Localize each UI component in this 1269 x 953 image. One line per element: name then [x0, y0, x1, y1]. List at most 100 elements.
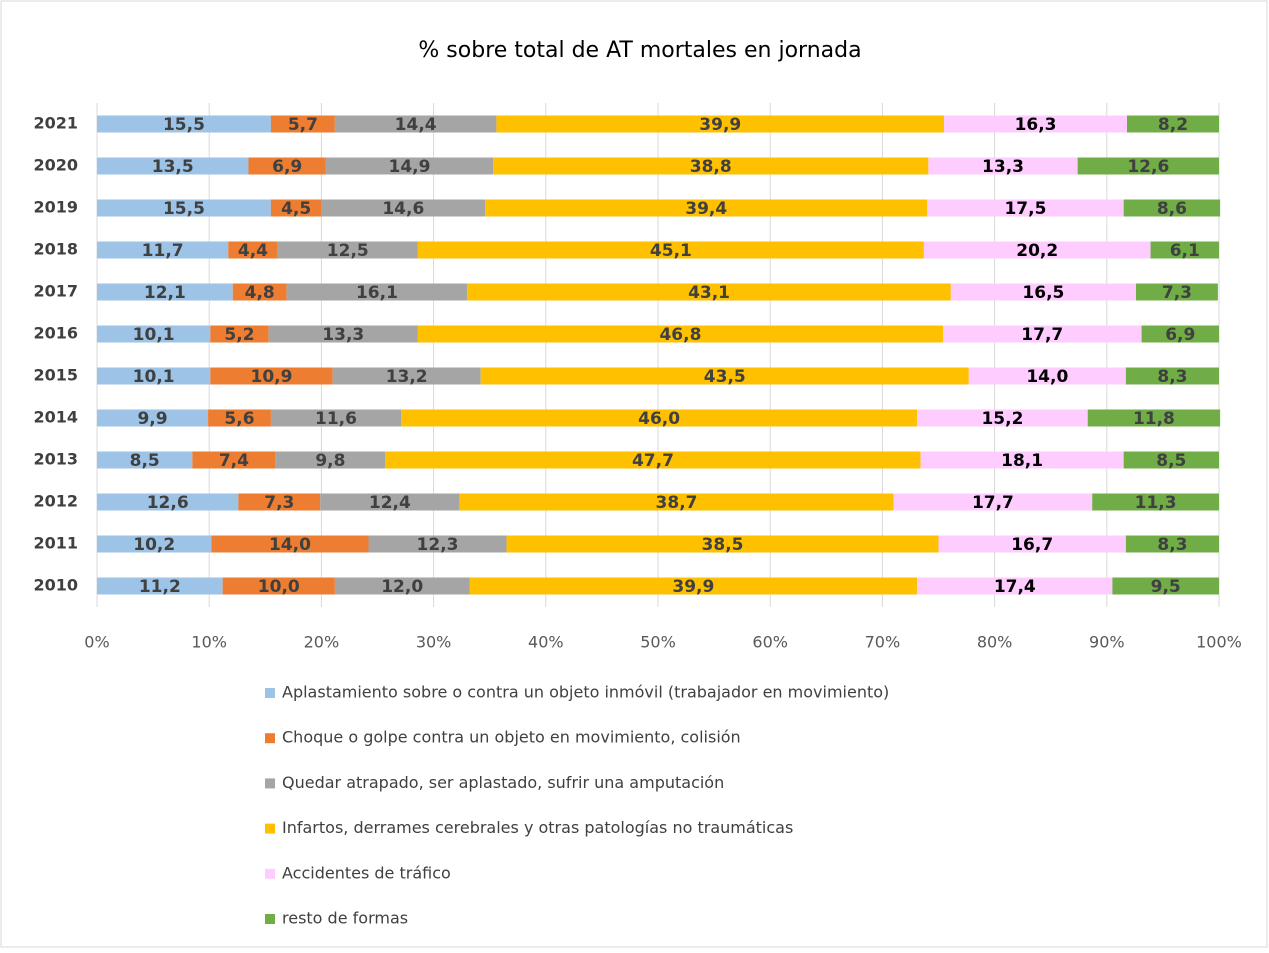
bar-segment	[485, 199, 928, 217]
data-label: 16,1	[356, 283, 398, 303]
data-label: 4,4	[238, 241, 268, 261]
bar-segment	[459, 493, 894, 511]
bar-segment	[334, 577, 470, 595]
bar-segment	[97, 283, 233, 301]
y-tick-label: 2018	[33, 240, 78, 259]
data-label: 14,0	[269, 535, 311, 555]
bar-segment	[944, 115, 1127, 133]
data-label: 14,4	[395, 115, 437, 135]
bar-segment	[1123, 199, 1221, 217]
bar-segment	[385, 451, 921, 469]
y-tick-label: 2011	[33, 534, 78, 553]
data-label: 7,4	[219, 451, 249, 471]
bar-segment	[97, 157, 249, 175]
bar-segment	[320, 493, 460, 511]
data-label: 13,2	[386, 367, 428, 387]
legend-label: Accidentes de tráfico	[282, 863, 451, 882]
data-label: 12,5	[327, 241, 369, 261]
data-label: 9,9	[137, 409, 167, 429]
data-label: 46,8	[659, 325, 701, 345]
bar-segment	[97, 493, 239, 511]
y-tick-label: 2019	[33, 198, 78, 217]
x-tick-label: 40%	[528, 633, 564, 652]
bar-segment	[923, 241, 1151, 259]
bar-segment	[97, 325, 211, 343]
bar-segment	[467, 283, 951, 301]
data-label: 39,4	[685, 199, 727, 219]
bar-segment	[368, 535, 507, 553]
data-label: 20,2	[1016, 241, 1058, 261]
bar-segment	[268, 325, 418, 343]
bar-segment	[97, 115, 271, 133]
bar-segment	[469, 577, 918, 595]
data-label: 8,6	[1157, 199, 1187, 219]
bar-segment	[1092, 493, 1219, 511]
bar-segment	[1150, 241, 1219, 259]
data-label: 43,1	[688, 283, 730, 303]
bar-segment	[1123, 451, 1219, 469]
legend-label: Infartos, derrames cerebrales y otras pa…	[282, 818, 793, 837]
y-tick-label: 2017	[33, 282, 78, 301]
data-label: 15,5	[163, 199, 205, 219]
data-label: 10,0	[258, 577, 300, 597]
legend-label: Choque o golpe contra un objeto en movim…	[282, 728, 741, 747]
bar-segment	[222, 577, 335, 595]
data-label: 18,1	[1001, 451, 1043, 471]
bar-segment	[493, 157, 929, 175]
data-label: 39,9	[699, 115, 741, 135]
data-label: 8,3	[1157, 367, 1187, 387]
data-label: 12,6	[147, 493, 189, 513]
data-label: 12,6	[1127, 157, 1169, 177]
data-label: 16,5	[1022, 283, 1064, 303]
x-tick-label: 70%	[865, 633, 901, 652]
bar-segment	[211, 535, 369, 553]
bar-segment	[417, 241, 924, 259]
x-tick-label: 0%	[84, 633, 109, 652]
data-label: 39,9	[672, 577, 714, 597]
bar-segment	[401, 409, 918, 427]
data-label: 13,3	[322, 325, 364, 345]
data-label: 15,2	[981, 409, 1023, 429]
data-label: 13,3	[982, 157, 1024, 177]
data-label: 6,9	[272, 157, 302, 177]
bar-segment	[97, 451, 193, 469]
bar-segment	[968, 367, 1126, 385]
bar-segment	[417, 325, 943, 343]
data-label: 8,2	[1158, 115, 1188, 135]
x-tick-label: 20%	[304, 633, 340, 652]
bar-segment	[97, 577, 223, 595]
bar-segment	[325, 157, 494, 175]
bar-segment	[210, 367, 333, 385]
data-label: 38,8	[690, 157, 732, 177]
data-label: 9,8	[315, 451, 345, 471]
y-tick-label: 2020	[33, 156, 78, 175]
bar-segment	[920, 451, 1124, 469]
y-tick-label: 2015	[33, 366, 78, 385]
bar-segment	[1135, 283, 1218, 301]
legend-swatch	[265, 914, 275, 924]
bar-segment	[917, 409, 1088, 427]
data-label: 4,8	[245, 283, 275, 303]
data-label: 17,7	[1021, 325, 1063, 345]
data-label: 13,5	[152, 157, 194, 177]
data-label: 7,3	[1162, 283, 1192, 303]
bar-segment	[1112, 577, 1219, 595]
bar-segment	[97, 409, 209, 427]
legend-label: Aplastamiento sobre o contra un objeto i…	[282, 683, 889, 702]
data-label: 47,7	[632, 451, 674, 471]
bar-segment	[927, 199, 1124, 217]
legend-swatch	[265, 823, 275, 834]
bar-segment	[270, 409, 402, 427]
bar-segment	[1087, 409, 1221, 427]
data-label: 5,2	[224, 325, 254, 345]
data-label: 16,3	[1015, 115, 1057, 135]
y-tick-label: 2010	[33, 576, 78, 595]
data-label: 11,7	[142, 241, 184, 261]
bar-segment	[893, 493, 1093, 511]
bar-segment	[238, 493, 321, 511]
data-label: 17,7	[972, 493, 1014, 513]
chart-title: % sobre total de AT mortales en jornada	[418, 38, 861, 63]
data-label: 11,3	[1135, 493, 1177, 513]
bar-segment	[275, 451, 386, 469]
